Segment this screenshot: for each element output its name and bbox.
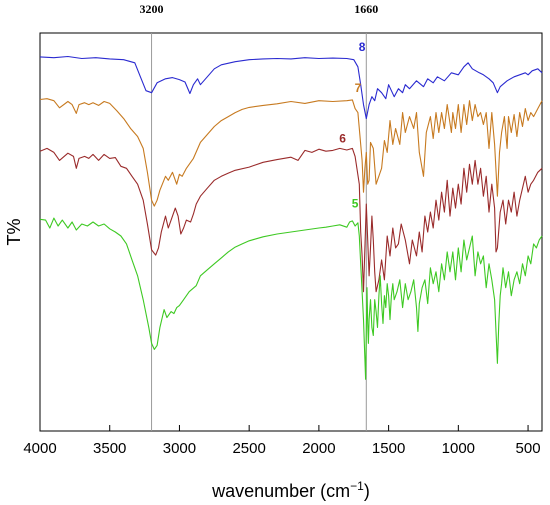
series-label: 8 xyxy=(359,40,366,54)
reference-line-label: 3200 xyxy=(140,2,164,16)
x-tick-label: 2500 xyxy=(232,440,265,457)
reference-line-label: 1660 xyxy=(354,2,378,16)
x-axis-title-close: ) xyxy=(364,481,370,501)
x-axis: 4000 3500 3000 2500 2000 1500 1000 500 xyxy=(23,425,541,457)
series-line xyxy=(39,55,543,120)
series-group: 8 7 6 5 xyxy=(39,40,543,380)
series-line xyxy=(39,217,543,380)
series-line xyxy=(39,98,543,207)
series-label: 7 xyxy=(355,81,362,95)
x-tick-label: 4000 xyxy=(23,440,56,457)
x-tick-label: 3500 xyxy=(93,440,126,457)
x-tick-label: 1500 xyxy=(372,440,405,457)
y-axis-title: T% xyxy=(4,219,24,246)
series-line xyxy=(39,147,543,293)
x-tick-label: 3000 xyxy=(163,440,196,457)
series-label: 5 xyxy=(352,196,359,210)
x-axis-title-text: wavenumber (cm xyxy=(211,481,350,501)
x-tick-label: 1000 xyxy=(442,440,475,457)
x-axis-title-sup: −1 xyxy=(350,479,364,493)
series-label: 6 xyxy=(339,131,346,145)
x-axis-title: wavenumber (cm−1) xyxy=(211,479,370,501)
x-tick-label: 500 xyxy=(516,440,541,457)
x-tick-label: 2000 xyxy=(302,440,335,457)
